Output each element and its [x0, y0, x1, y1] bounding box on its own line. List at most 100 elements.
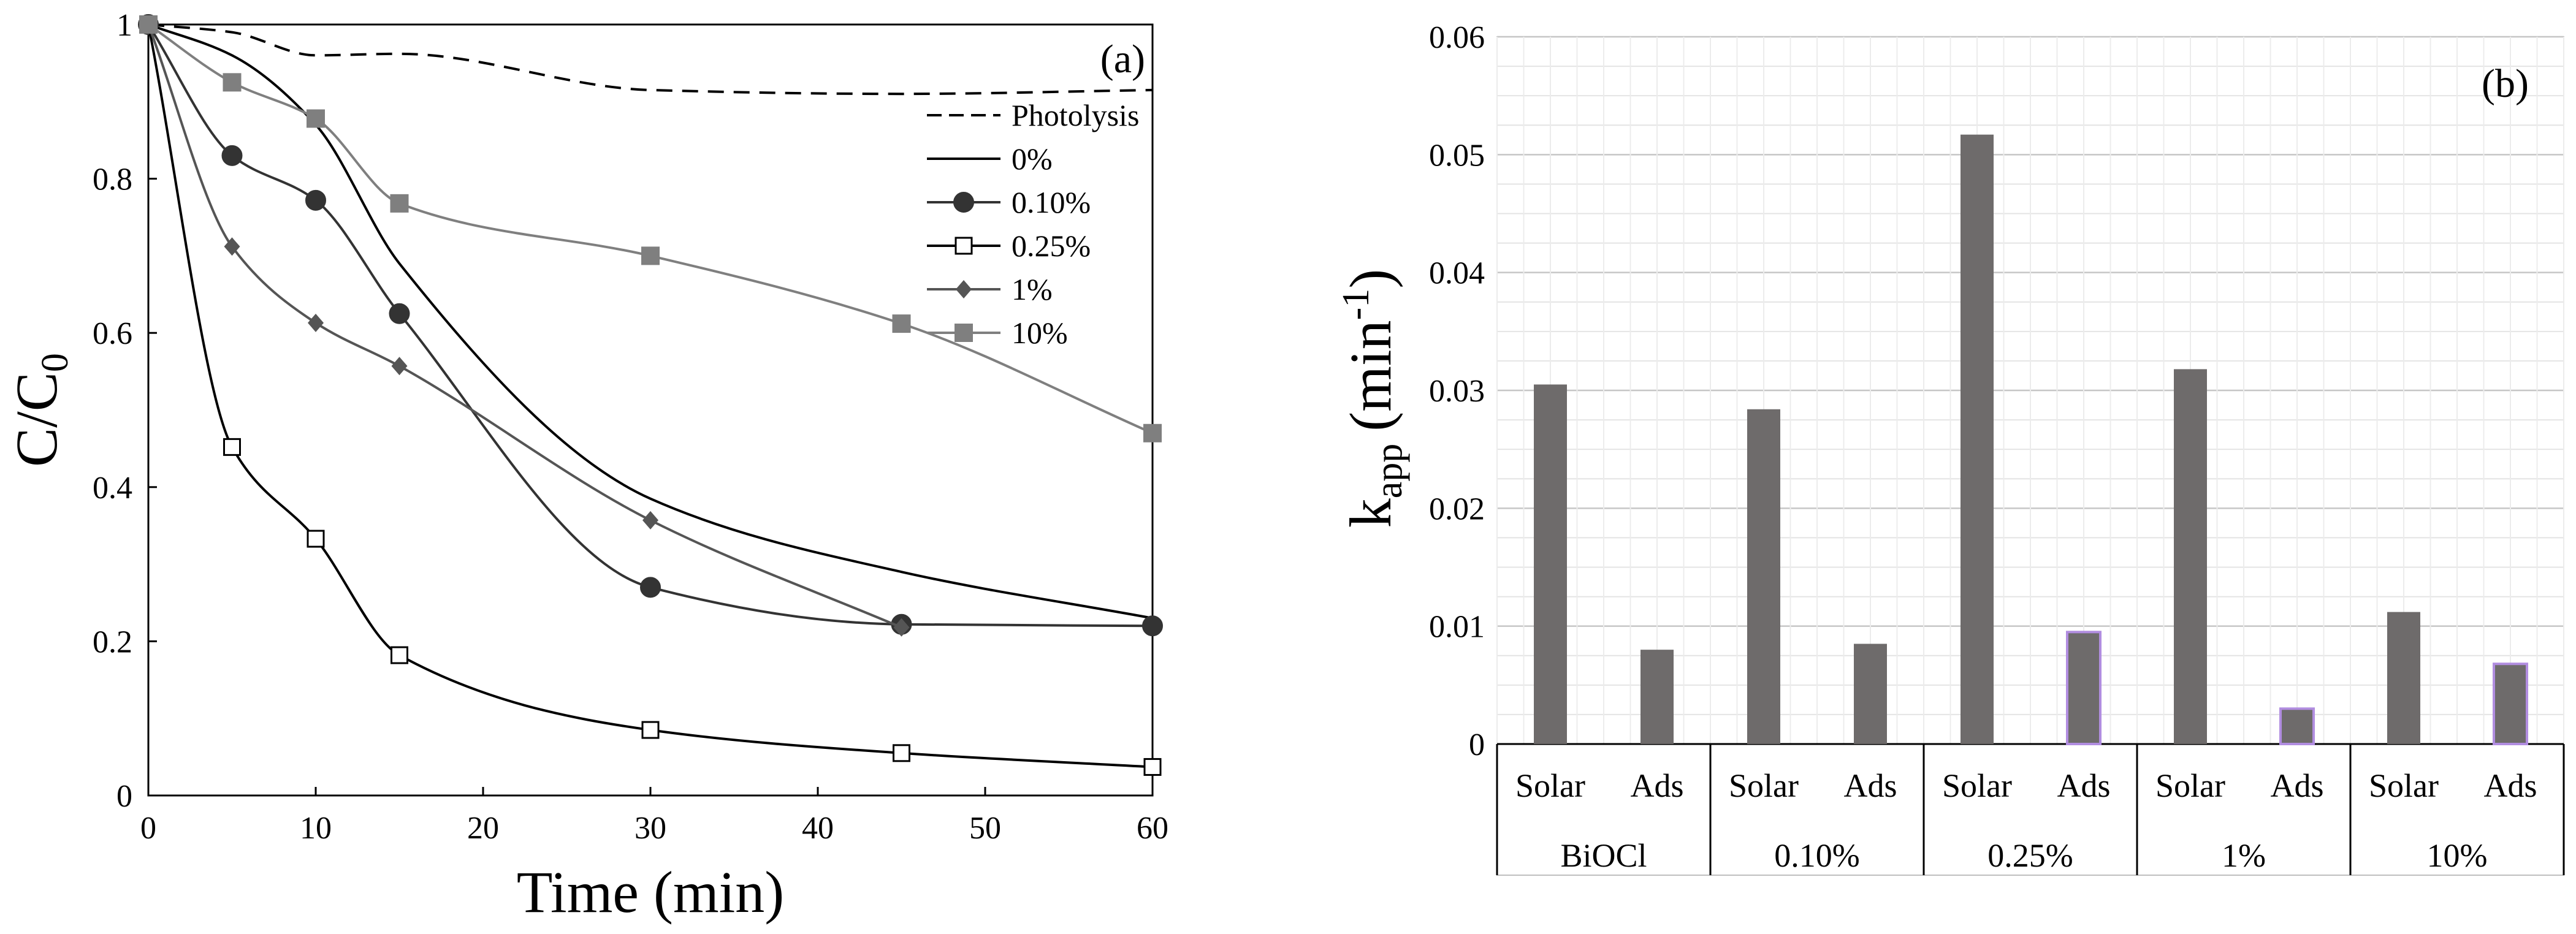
group-label-1: 1%: [2222, 837, 2266, 874]
bar-biocl-ads: [1640, 650, 1674, 744]
panel-a-y-axis-title-main: C/C: [4, 372, 69, 467]
data-point-0-25: [307, 530, 325, 548]
group-label-10: 10%: [2427, 837, 2488, 874]
subcategory-label-solar: Solar: [1729, 767, 1799, 804]
legend-marker: [955, 324, 973, 342]
legend-marker: [953, 192, 974, 213]
series-10: [139, 15, 1162, 442]
data-point-0-10: [305, 189, 326, 211]
data-point-10: [223, 73, 242, 92]
data-point-0-10: [640, 577, 661, 598]
panel-b-y-axis-title-main: k: [1338, 498, 1403, 528]
y-tick-label: 1: [116, 8, 132, 43]
data-point-10: [892, 314, 911, 333]
y-tick-label: 0.06: [1429, 20, 1485, 55]
series-0-25: [139, 15, 1162, 776]
legend-label: Photolysis: [1012, 98, 1139, 132]
data-point-0-25: [1143, 757, 1162, 776]
panel-a-series: [138, 14, 1163, 776]
panel-a-y-axis-title: C/C0: [4, 353, 76, 467]
series-line-photolysis: [148, 23, 1153, 96]
subcategory-label-solar: Solar: [2155, 767, 2225, 804]
panel-a-y-tick-labels: 0 0.2 0.4 0.6 0.8 1: [93, 8, 132, 814]
data-point-0-10: [221, 145, 243, 166]
data-point-0-25: [641, 721, 660, 739]
legend-label: 0.25%: [1012, 229, 1091, 263]
x-tick-label: 60: [1137, 811, 1168, 846]
data-point-1: [391, 357, 408, 376]
y-tick-label: 0.02: [1429, 492, 1485, 526]
x-tick-label: 50: [969, 811, 1001, 846]
panel-b-y-axis-title-unit: (min: [1338, 320, 1403, 431]
panel-b-y-axis-title-sup: -1: [1335, 289, 1377, 321]
y-tick-label: 0: [1469, 727, 1485, 762]
legend-entry-0-10: 0.10%: [927, 185, 1091, 219]
bar-10-ads: [2493, 663, 2528, 746]
group-label-0-10: 0.10%: [1774, 837, 1859, 874]
bar-0-10-solar: [1747, 409, 1780, 744]
y-tick-label: 0.03: [1429, 374, 1485, 409]
subcategory-label-ads: Ads: [2057, 767, 2110, 804]
data-point-0-25: [223, 438, 241, 456]
bar-0-25-solar: [1961, 134, 1994, 745]
legend-entry-0: 0%: [927, 142, 1053, 176]
series-line-1: [147, 24, 902, 629]
panel-b-letter: (b): [2482, 61, 2529, 106]
subcategory-label-ads: Ads: [1843, 767, 1897, 804]
data-point-10: [390, 194, 409, 213]
subcategory-label-solar: Solar: [1942, 767, 2012, 804]
panel-b-y-axis-title-sub: app: [1368, 444, 1410, 499]
data-point-1: [642, 511, 658, 530]
legend-label: 1%: [1012, 272, 1053, 306]
y-tick-label: 0.05: [1429, 138, 1485, 173]
data-point-10: [307, 109, 325, 128]
bar-0-25-ads: [2066, 631, 2102, 745]
subcategory-label-ads: Ads: [2483, 767, 2537, 804]
x-tick-label: 20: [467, 811, 499, 846]
y-tick-label: 0.04: [1429, 256, 1485, 291]
data-point-10: [139, 15, 158, 34]
data-point-1: [224, 237, 240, 256]
bar-10-solar: [2387, 612, 2420, 744]
series-line-10: [147, 23, 1153, 435]
series-1: [140, 15, 910, 637]
x-tick-label: 0: [140, 811, 156, 846]
series-photolysis: [148, 23, 1153, 96]
panel-b-bar-chart: 0 0.01 0.02 0.03 0.04 0.05 0.06 Solar Ads BiOCl S…: [1335, 20, 2565, 876]
panel-a-x-axis-title: Time (min): [517, 859, 785, 925]
series-line-0-10: [147, 23, 1153, 628]
bar-1-ads: [2279, 707, 2315, 746]
legend-entry-0-25: 0.25%: [927, 229, 1091, 263]
legend-label: 10%: [1012, 316, 1068, 350]
series-0: [148, 23, 1153, 620]
y-tick-label: 0.01: [1429, 610, 1485, 645]
series-line-0-25: [147, 24, 1153, 769]
data-point-0-25: [391, 646, 408, 664]
legend-marker: [955, 237, 973, 255]
x-tick-label: 10: [300, 811, 332, 846]
bar-1-solar: [2174, 369, 2207, 744]
data-point-1: [308, 313, 324, 332]
subcategory-label-solar: Solar: [2369, 767, 2439, 804]
data-point-1: [893, 618, 910, 637]
bar-0-10-ads: [1854, 644, 1887, 744]
panel-a-letter: (a): [1100, 37, 1145, 82]
panel-b-y-tick-labels: 0 0.01 0.02 0.03 0.04 0.05 0.06: [1429, 20, 1485, 762]
panel-a-plot-frame: [147, 23, 1154, 797]
legend-marker: [956, 280, 972, 298]
panel-b-bars: [1534, 134, 2528, 746]
data-point-0-10: [389, 303, 410, 324]
data-point-0-25: [893, 744, 910, 762]
y-tick-label: 0.6: [93, 316, 132, 351]
legend-entry-10: 10%: [927, 316, 1068, 350]
panel-b-y-axis-title: kapp (min-1): [1335, 269, 1410, 528]
panel-a-x-tick-labels: 0 10 20 30 40 50 60: [140, 811, 1168, 846]
bar-biocl-solar: [1534, 384, 1567, 744]
panel-b-y-axis-title-close: ): [1338, 269, 1403, 289]
subcategory-label-ads: Ads: [1630, 767, 1683, 804]
group-label-biocl: BiOCl: [1560, 837, 1647, 874]
legend-entry-1: 1%: [927, 272, 1053, 306]
subcategory-label-solar: Solar: [1515, 767, 1585, 804]
y-tick-label: 0.4: [93, 471, 132, 506]
